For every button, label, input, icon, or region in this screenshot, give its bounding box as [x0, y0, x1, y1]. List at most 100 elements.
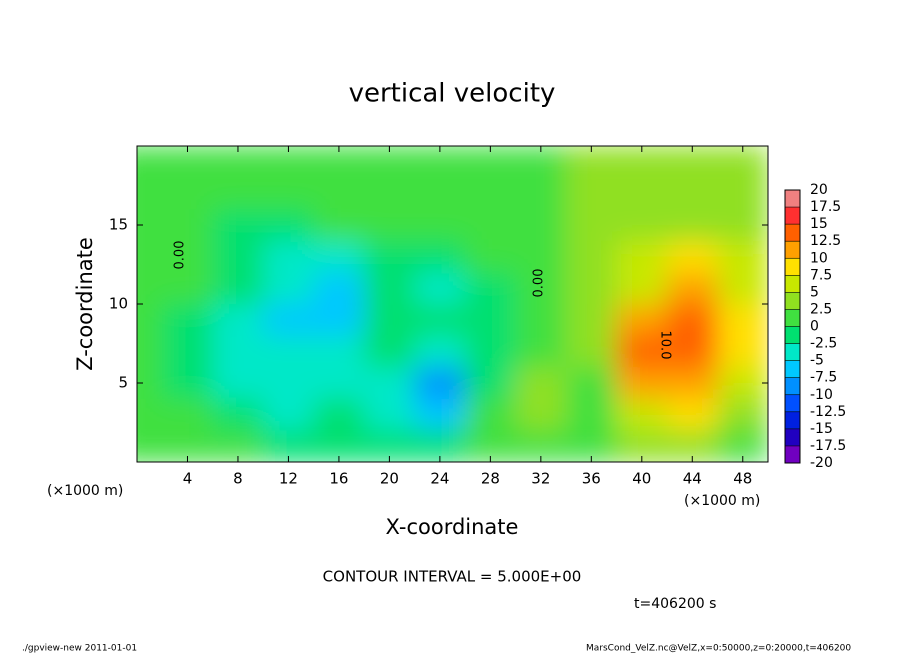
y-tick-label: 5 [118, 374, 128, 392]
field-cell [414, 398, 466, 431]
field-cell [212, 272, 264, 305]
field-cell [515, 367, 567, 400]
field-cell [414, 272, 466, 305]
colorbar-label: -2.5 [810, 336, 837, 352]
y-tick-label: 10 [109, 295, 128, 313]
footer-right: MarsCond_VelZ.nc@VelZ,x=0:50000,z=0:2000… [586, 644, 851, 654]
field-cell [465, 335, 517, 368]
field-cell [162, 335, 214, 368]
field-cell [313, 335, 365, 368]
contour-label: 10.0 [658, 331, 673, 360]
colorbar-label: 2.5 [810, 301, 832, 317]
field-cell [465, 398, 517, 431]
colorbar-label: 20 [810, 182, 828, 198]
field-cell [717, 272, 768, 305]
x-tick-label: 4 [183, 470, 193, 488]
colorbar-swatch [785, 377, 800, 395]
field-cell [137, 335, 163, 368]
field-cell [515, 209, 567, 242]
colorbar-label: -7.5 [810, 370, 837, 386]
field-cell [263, 272, 315, 305]
field-cell [137, 146, 163, 179]
field-cell [212, 177, 264, 210]
colorbar-label: -17.5 [810, 438, 846, 454]
field-cell [616, 209, 668, 242]
field-cell [162, 398, 214, 431]
colorbar-swatch [785, 292, 800, 310]
contour-interval: CONTOUR INTERVAL = 5.000E+00 [323, 568, 582, 586]
field-cell [616, 304, 668, 337]
field-cell [566, 398, 618, 431]
field-cell [717, 335, 768, 368]
field-cell [364, 398, 416, 431]
field-cell [667, 304, 719, 337]
colorbar-swatch [785, 394, 800, 412]
field-cell [616, 240, 668, 273]
field-cell [364, 209, 416, 242]
y-axis-label: Z-coordinate [73, 237, 97, 371]
field-cell [364, 304, 416, 337]
field-cell [515, 304, 567, 337]
field-cell [212, 335, 264, 368]
colorbar-swatch [785, 326, 800, 344]
field-cell [414, 335, 466, 368]
field-cell [162, 367, 214, 400]
field-cell [162, 209, 214, 242]
field-cell [414, 209, 466, 242]
y-tick-label: 15 [109, 216, 128, 234]
field-cell [313, 398, 365, 431]
colorbar-label: -15 [810, 421, 833, 437]
field-cell [162, 177, 214, 210]
field-cell [667, 240, 719, 273]
field-cell [667, 177, 719, 210]
field-cell [414, 304, 466, 337]
field-cell [616, 177, 668, 210]
x-tick-label: 32 [531, 470, 550, 488]
field-cell [313, 240, 365, 273]
contour-label: 0.00 [532, 269, 547, 298]
field-cell [465, 177, 517, 210]
x-tick-label: 20 [380, 470, 399, 488]
field-cell [616, 398, 668, 431]
field-cell [263, 398, 315, 431]
field-cell [717, 304, 768, 337]
field-cell [364, 367, 416, 400]
colorbar-swatch [785, 224, 800, 242]
colorbar-swatch [785, 411, 800, 429]
field-cell [212, 240, 264, 273]
field-cell [667, 209, 719, 242]
field-cell [364, 335, 416, 368]
field-cell [515, 398, 567, 431]
field-cell [263, 177, 315, 210]
field-cell [212, 367, 264, 400]
field-cell [364, 272, 416, 305]
field-cell [137, 304, 163, 337]
field-cell [137, 177, 163, 210]
field-cell [566, 304, 618, 337]
field-cell [616, 335, 668, 368]
field-cell [414, 367, 466, 400]
colorbar-label: -5 [810, 353, 824, 369]
field-cell [162, 304, 214, 337]
field-cell [717, 177, 768, 210]
x-tick-label: 12 [279, 470, 298, 488]
colorbar-swatch [785, 258, 800, 276]
y-unit-label: (×1000 m) [47, 483, 123, 499]
field-cell [566, 240, 618, 273]
colorbar-label: 10 [810, 250, 828, 266]
field-cell [667, 335, 719, 368]
colorbar-label: 15 [810, 216, 828, 232]
colorbar-label: 5 [810, 284, 819, 300]
field-area [137, 146, 768, 462]
field-cell [313, 272, 365, 305]
field-cell [313, 209, 365, 242]
contour-label: 0.00 [173, 241, 188, 270]
field-cell [717, 240, 768, 273]
colorbar-label: -20 [810, 455, 833, 471]
colorbar-label: 7.5 [810, 267, 832, 283]
x-tick-label: 44 [683, 470, 702, 488]
field-cell [616, 272, 668, 305]
colorbar-swatch [785, 241, 800, 259]
field-cell [162, 272, 214, 305]
field-cell [263, 367, 315, 400]
